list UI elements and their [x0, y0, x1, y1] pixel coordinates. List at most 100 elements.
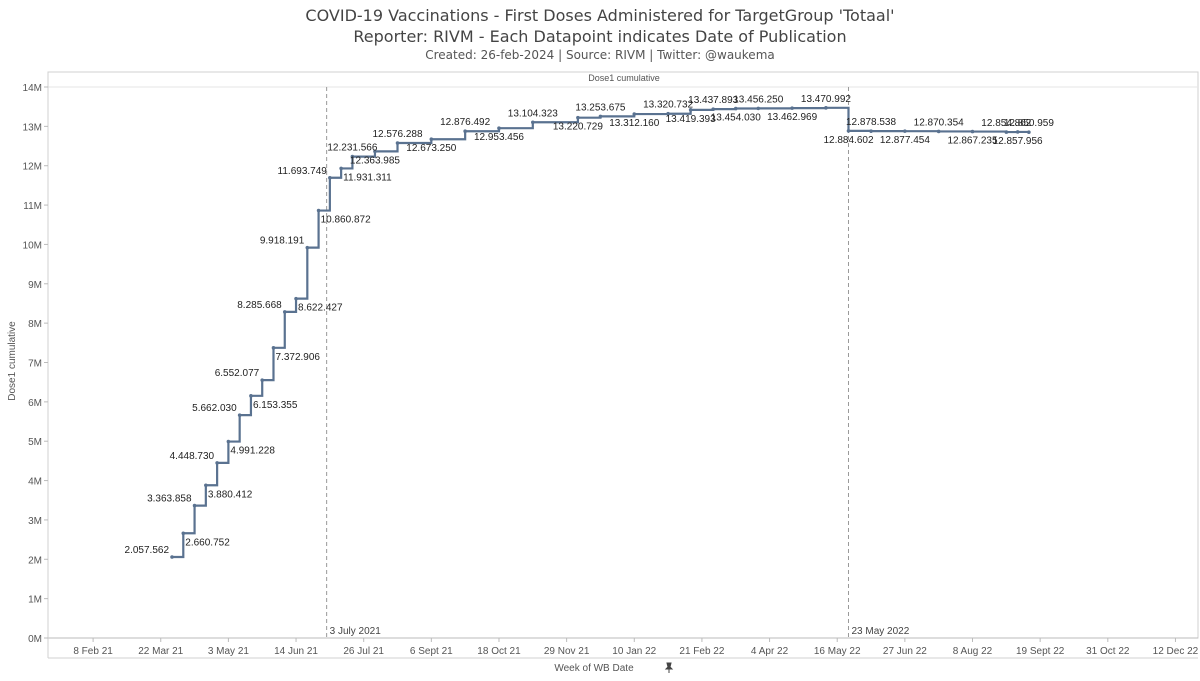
x-tick-label: 22 Mar 21: [138, 646, 183, 657]
data-label: 6.153.355: [253, 400, 298, 411]
data-point: [249, 394, 253, 398]
data-point: [531, 120, 535, 125]
data-point: [497, 126, 501, 130]
chart-frame: [47, 71, 1199, 659]
data-label: 12.850.959: [1004, 118, 1054, 129]
y-tick-label: 8M: [28, 319, 42, 330]
data-point: [598, 114, 603, 119]
data-point: [237, 413, 242, 417]
data-point: [204, 483, 208, 488]
data-point: [373, 149, 377, 154]
data-point: [316, 208, 321, 213]
data-point: [1015, 130, 1020, 134]
data-point: [869, 129, 873, 133]
data-label: 13.104.323: [508, 108, 558, 119]
chart-title: COVID-19 Vaccinations - First Doses Admi…: [305, 6, 895, 25]
x-tick-label: 31 Oct 22: [1086, 646, 1130, 657]
data-point: [226, 439, 231, 444]
data-labels: 2.057.562 2.660.752 3.363.858 3.880.412 4.44…: [125, 94, 1055, 556]
data-point: [790, 106, 794, 110]
x-tick-label: 21 Feb 22: [679, 646, 724, 657]
data-point: [936, 129, 941, 134]
chart-subtitle: Reporter: RIVM - Each Datapoint indicate…: [353, 27, 847, 46]
data-label: 12.576.288: [372, 129, 422, 140]
data-label: 12.953.456: [474, 132, 524, 143]
data-point: [215, 461, 219, 465]
plot-border: [47, 71, 1199, 639]
x-tick-label: 6 Sept 21: [410, 646, 453, 657]
data-label: 13.419.393: [666, 114, 716, 125]
data-label: 13.312.160: [609, 118, 659, 129]
reference-lines: 3 July 2021 23 May 2022: [326, 87, 910, 638]
data-label: 11.693.749: [278, 166, 328, 177]
data-point: [666, 111, 670, 116]
data-label: 3.363.858: [147, 494, 192, 505]
y-axis-title: Dose1 cumulative: [7, 321, 18, 401]
data-label: 12.231.566: [327, 143, 377, 154]
y-tick-label: 5M: [28, 437, 42, 448]
x-tick-label: 26 Jul 21: [343, 646, 384, 657]
x-tick-label: 12 Dec 22: [1153, 646, 1199, 657]
data-label: 12.878.538: [846, 117, 896, 128]
data-label: 4.448.730: [170, 451, 215, 462]
reference-line-label: 3 July 2021: [330, 626, 382, 637]
y-tick-label: 12M: [23, 162, 42, 173]
panel-header: Dose1 cumulative: [588, 73, 660, 83]
y-tick-label: 3M: [28, 516, 42, 527]
y-tick-label: 9M: [28, 280, 42, 291]
data-point: [903, 129, 907, 133]
data-point: [429, 137, 434, 142]
data-label: 13.456.250: [733, 94, 783, 105]
y-tick-label: 11M: [23, 201, 42, 212]
data-label: 12.854.862: [981, 118, 1031, 129]
data-point: [632, 112, 637, 116]
data-label: 6.552.077: [215, 368, 260, 379]
data-label: 13.253.675: [575, 102, 625, 113]
data-label: 12.867.235: [947, 136, 997, 147]
data-point: [260, 378, 265, 382]
data-label: 13.462.969: [767, 112, 817, 123]
axis-ticks: 0M 1M 2M 3M 4M 5M 6M 7M 8M 9M 10M 11M 12M 13M 14M 8 Feb…: [23, 83, 1199, 657]
data-label: 12.363.985: [350, 155, 400, 166]
data-label: 11.931.311: [343, 172, 392, 183]
data-point: [1027, 130, 1031, 135]
x-tick-label: 19 Sept 22: [1016, 646, 1065, 657]
x-axis-title: Week of WB Date: [554, 663, 634, 674]
data-point: [339, 166, 343, 171]
y-tick-label: 6M: [28, 398, 42, 409]
data-label: 5.662.030: [192, 403, 237, 414]
x-tick-label: 27 Jun 22: [883, 646, 927, 657]
x-tick-label: 14 Jun 21: [274, 646, 318, 657]
x-tick-label: 16 May 22: [814, 646, 861, 657]
data-point: [181, 531, 186, 536]
data-label: 12.877.454: [880, 135, 930, 146]
data-label: 12.870.354: [914, 117, 964, 128]
data-label: 3.880.412: [208, 489, 253, 500]
data-label: 10.860.872: [321, 215, 371, 226]
data-point: [294, 296, 298, 301]
data-label: 7.372.906: [275, 352, 320, 363]
data-label: 4.991.228: [230, 446, 275, 457]
data-point: [733, 106, 738, 111]
data-point: [824, 106, 828, 110]
series-group: [170, 106, 1031, 559]
data-label: 13.220.729: [553, 122, 603, 133]
data-point: [846, 129, 851, 133]
data-label: 12.876.492: [440, 117, 490, 128]
data-point: [1004, 130, 1009, 134]
chart-credits: Created: 26-feb-2024 | Source: RIVM | Tw…: [425, 48, 775, 62]
data-label: 2.057.562: [125, 545, 170, 556]
y-tick-label: 14M: [23, 83, 42, 94]
data-point: [271, 346, 276, 350]
pin-icon[interactable]: [664, 662, 674, 673]
data-point: [756, 106, 761, 111]
y-tick-label: 0M: [28, 634, 42, 645]
y-tick-label: 1M: [28, 595, 42, 606]
x-tick-label: 29 Nov 21: [544, 646, 590, 657]
data-point: [170, 555, 174, 559]
y-tick-label: 7M: [28, 359, 42, 370]
x-tick-label: 10 Jan 22: [612, 646, 656, 657]
data-label: 2.660.752: [185, 537, 230, 548]
x-tick-label: 18 Oct 21: [477, 646, 521, 657]
